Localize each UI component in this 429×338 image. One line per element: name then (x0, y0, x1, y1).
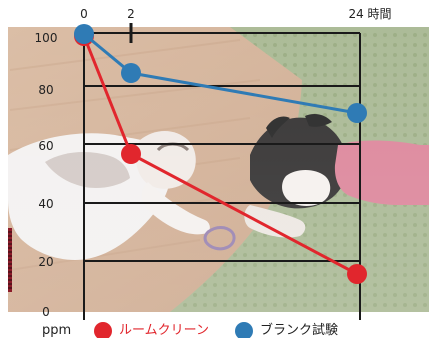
background-photo (8, 27, 429, 312)
y-axis-ticks: 100 80 60 40 20 0 (35, 31, 58, 319)
x-axis-ticks: 0 2 24 時間 (80, 7, 391, 21)
legend-room-clean-label: ルームクリーン (119, 323, 209, 338)
y-unit-label: ppm (42, 323, 71, 338)
series-layer (74, 24, 367, 284)
x-tick-0: 0 (80, 7, 88, 21)
data-point-room-clean-2 (347, 264, 367, 284)
x-tick-2: 2 (127, 7, 135, 21)
y-tick-0: 0 (42, 305, 50, 319)
legend-blank-test-label: ブランク試験 (260, 322, 338, 338)
data-point-blank-test-2 (347, 103, 367, 123)
data-point-room-clean-1 (121, 144, 141, 164)
y-tick-80: 80 (38, 83, 53, 97)
legend: ルームクリーン ブランク試験 (94, 322, 338, 338)
y-tick-60: 60 (38, 139, 53, 153)
y-tick-100: 100 (35, 31, 58, 45)
legend-blank-test-marker (235, 322, 253, 338)
x-tick-24: 24 時間 (348, 7, 391, 21)
y-tick-40: 40 (38, 197, 53, 211)
data-point-blank-test-0 (74, 24, 94, 44)
grid-lines (84, 85, 360, 262)
y-tick-20: 20 (38, 255, 53, 269)
legend-room-clean-marker (94, 322, 112, 338)
data-point-blank-test-1 (121, 63, 141, 83)
